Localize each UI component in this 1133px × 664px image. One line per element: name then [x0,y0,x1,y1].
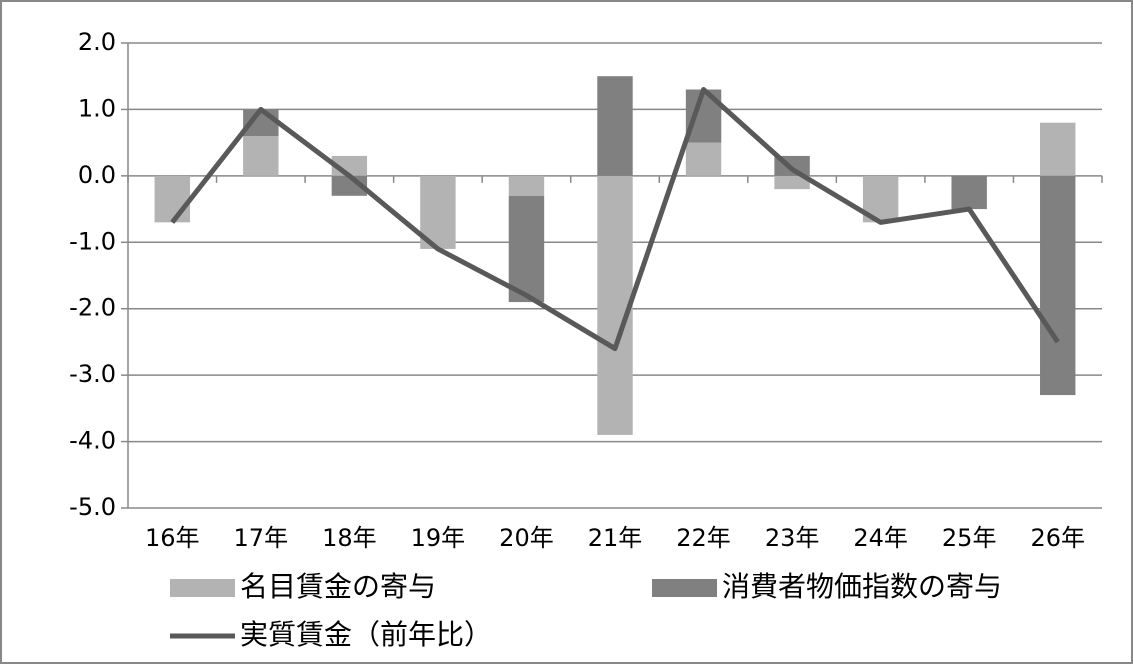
y-tick-label: -3.0 [69,360,116,388]
y-tick-label: -2.0 [69,294,116,322]
line [170,87,1060,352]
x-tick-label: 23年 [765,524,820,552]
y-tick-label: 0.0 [78,161,116,189]
bar [1040,122,1076,176]
legend-swatch [170,579,235,597]
x-tick-label: 21年 [588,524,643,552]
bar [951,175,987,210]
bar [508,195,545,303]
y-tick-label: 1.0 [78,94,116,122]
legend-label: 名目賃金の寄与 [240,570,436,603]
bar [597,76,633,176]
legend-label: 消費者物価指数の寄与 [722,570,1002,603]
y-tick-label: -1.0 [69,227,116,255]
bar [597,175,633,435]
bar [1040,175,1076,396]
x-tick-label: 16年 [145,524,200,552]
x-tick-label: 26年 [1030,524,1085,552]
x-tick-label: 17年 [234,524,289,552]
y-tick-label: 2.0 [78,28,116,56]
bar [243,136,279,176]
y-tick-label: -5.0 [69,493,116,521]
x-tick-label: 25年 [942,524,997,552]
bar [508,175,545,196]
legend-label: 実質賃金（前年比） [240,618,492,651]
x-tick-label: 24年 [853,524,908,552]
x-tick-label: 19年 [411,524,466,552]
bar [685,142,722,176]
x-tick-label: 22年 [676,524,731,552]
y-tick-label: -4.0 [69,427,116,455]
x-tick-label: 18年 [322,524,377,552]
x-tick-label: 20年 [499,524,554,552]
bar [774,175,810,190]
bar [154,175,190,223]
legend-swatch [652,579,717,597]
